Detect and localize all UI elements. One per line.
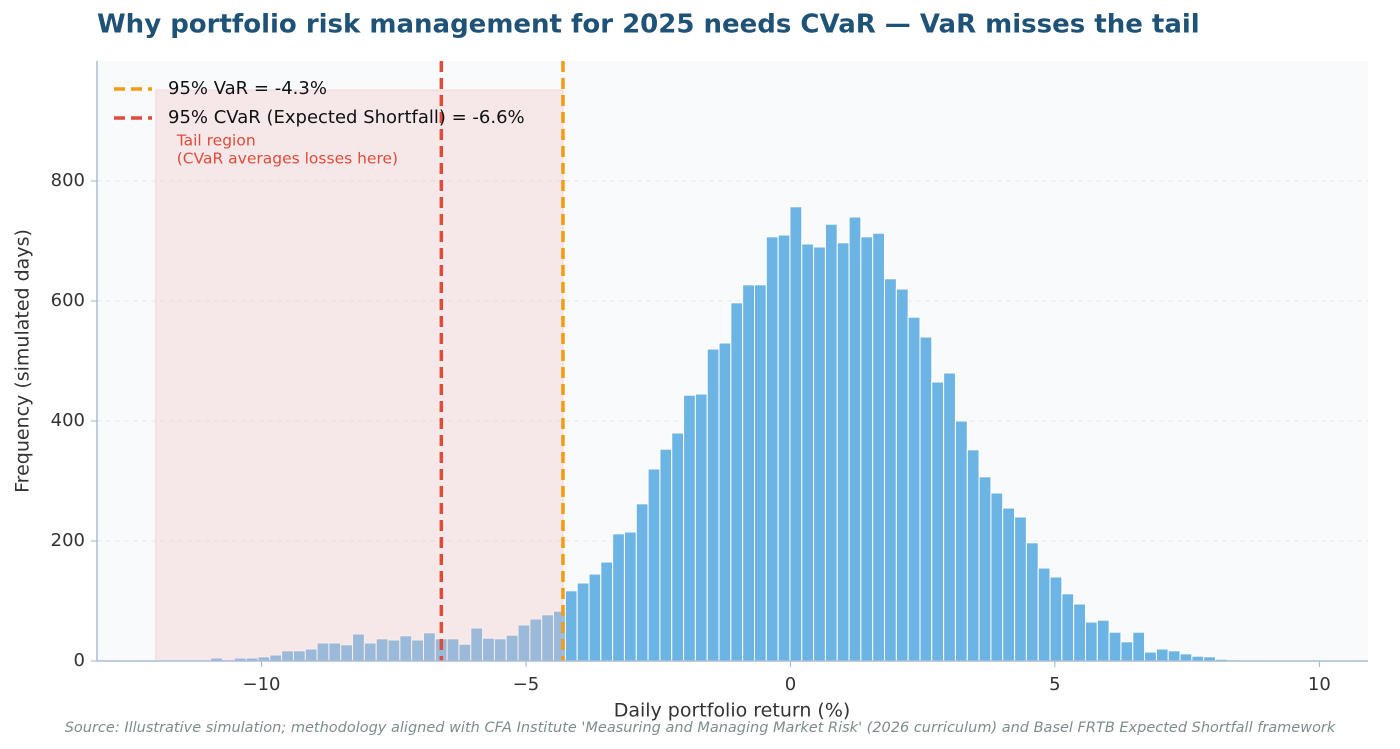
y-tick-label: 800 [51, 170, 85, 191]
bar [954, 420, 968, 662]
bar [801, 243, 815, 662]
tail-label: Tail region [176, 132, 256, 150]
bar [907, 316, 921, 662]
bar [718, 342, 732, 662]
bar [919, 336, 933, 662]
legend-label: 95% VaR = -4.3% [168, 78, 327, 99]
bar [671, 432, 685, 662]
bar [777, 234, 791, 662]
bar [813, 246, 826, 662]
bar [647, 468, 661, 662]
y-tick-label: 200 [51, 530, 85, 551]
source-note: Source: Illustrative simulation; methodo… [65, 720, 1336, 736]
bar [742, 284, 756, 662]
x-tick-label: −5 [513, 674, 540, 695]
y-tick-label: 600 [51, 290, 85, 311]
bar [754, 284, 767, 662]
bar [1179, 653, 1193, 662]
bar [884, 278, 897, 662]
x-tick-label: 0 [785, 674, 796, 695]
bar [978, 476, 992, 662]
bar [1061, 593, 1075, 662]
bar [600, 561, 614, 662]
x-tick-label: 10 [1308, 674, 1331, 695]
bar [623, 531, 637, 662]
chart-title: Why portfolio risk management for 2025 n… [97, 10, 1200, 40]
x-axis-label: Daily portfolio return (%) [614, 700, 851, 722]
y-axis-label: Frequency (simulated days) [12, 229, 34, 493]
bar [848, 216, 862, 662]
x-tick-label: 5 [1049, 674, 1060, 695]
bar [1049, 576, 1063, 662]
legend-label: 95% CVaR (Expected Shortfall) = -6.6% [168, 107, 525, 128]
bar [966, 449, 980, 662]
bar [1167, 650, 1181, 662]
bar [1155, 648, 1169, 662]
bar [1085, 621, 1098, 662]
bar [659, 448, 673, 662]
x-tick-label: −10 [242, 674, 280, 695]
bar [1108, 631, 1122, 662]
bar [576, 582, 590, 662]
tail-region [155, 89, 564, 662]
bar [683, 394, 696, 662]
bar [588, 573, 602, 662]
bar [730, 302, 744, 662]
bar [990, 492, 1004, 662]
bar [1002, 507, 1016, 662]
bar [1120, 641, 1134, 662]
bar [860, 236, 874, 662]
bar [836, 242, 850, 662]
bar [895, 288, 909, 662]
bar [872, 232, 886, 662]
y-tick-label: 400 [51, 410, 85, 431]
bar [1014, 516, 1027, 662]
bar [943, 372, 956, 662]
bar [1096, 619, 1110, 662]
bar [789, 206, 803, 662]
bar [694, 393, 708, 662]
bar [612, 533, 625, 662]
bar [635, 503, 649, 662]
bar [1025, 542, 1039, 662]
bar [824, 223, 838, 662]
bar [706, 348, 720, 662]
bar [1132, 631, 1146, 662]
bar [1037, 567, 1051, 662]
bar [931, 381, 945, 662]
y-tick-label: 0 [74, 650, 85, 671]
bar [564, 590, 578, 662]
bar [1144, 651, 1157, 662]
bar [1073, 603, 1087, 662]
tail-label: (CVaR averages losses here) [177, 150, 398, 168]
bar [765, 236, 779, 662]
